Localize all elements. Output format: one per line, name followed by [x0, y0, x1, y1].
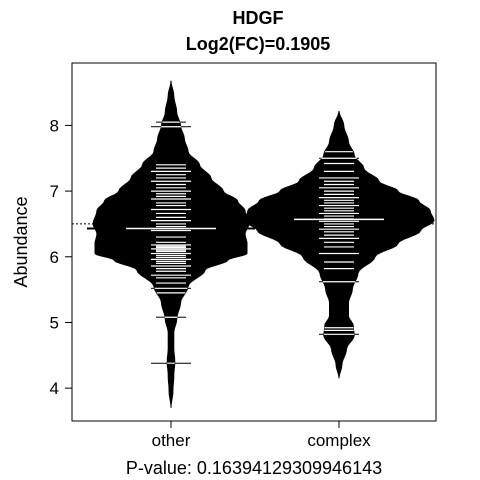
x-tick-label: other — [152, 431, 191, 450]
y-tick-label: 5 — [50, 313, 59, 332]
p-value-text: P-value: 0.16394129309946143 — [126, 458, 382, 478]
y-tick-label: 8 — [50, 116, 59, 135]
y-axis: 4 5 6 7 8 — [50, 116, 72, 398]
bean-layer — [92, 80, 435, 408]
x-tick-label: complex — [307, 431, 371, 450]
y-tick-label: 7 — [50, 182, 59, 201]
bean-other — [92, 80, 250, 408]
x-axis: other complex — [152, 421, 371, 450]
y-tick-label: 4 — [50, 379, 59, 398]
y-axis-label: Abundance — [11, 196, 31, 287]
plot-frame — [71, 62, 437, 422]
overlay-layer — [72, 121, 436, 364]
chart-subtitle: Log2(FC)=0.1905 — [186, 34, 331, 54]
chart-title: HDGF — [233, 8, 284, 28]
y-tick-label: 6 — [50, 248, 59, 267]
bean-complex — [243, 110, 435, 379]
